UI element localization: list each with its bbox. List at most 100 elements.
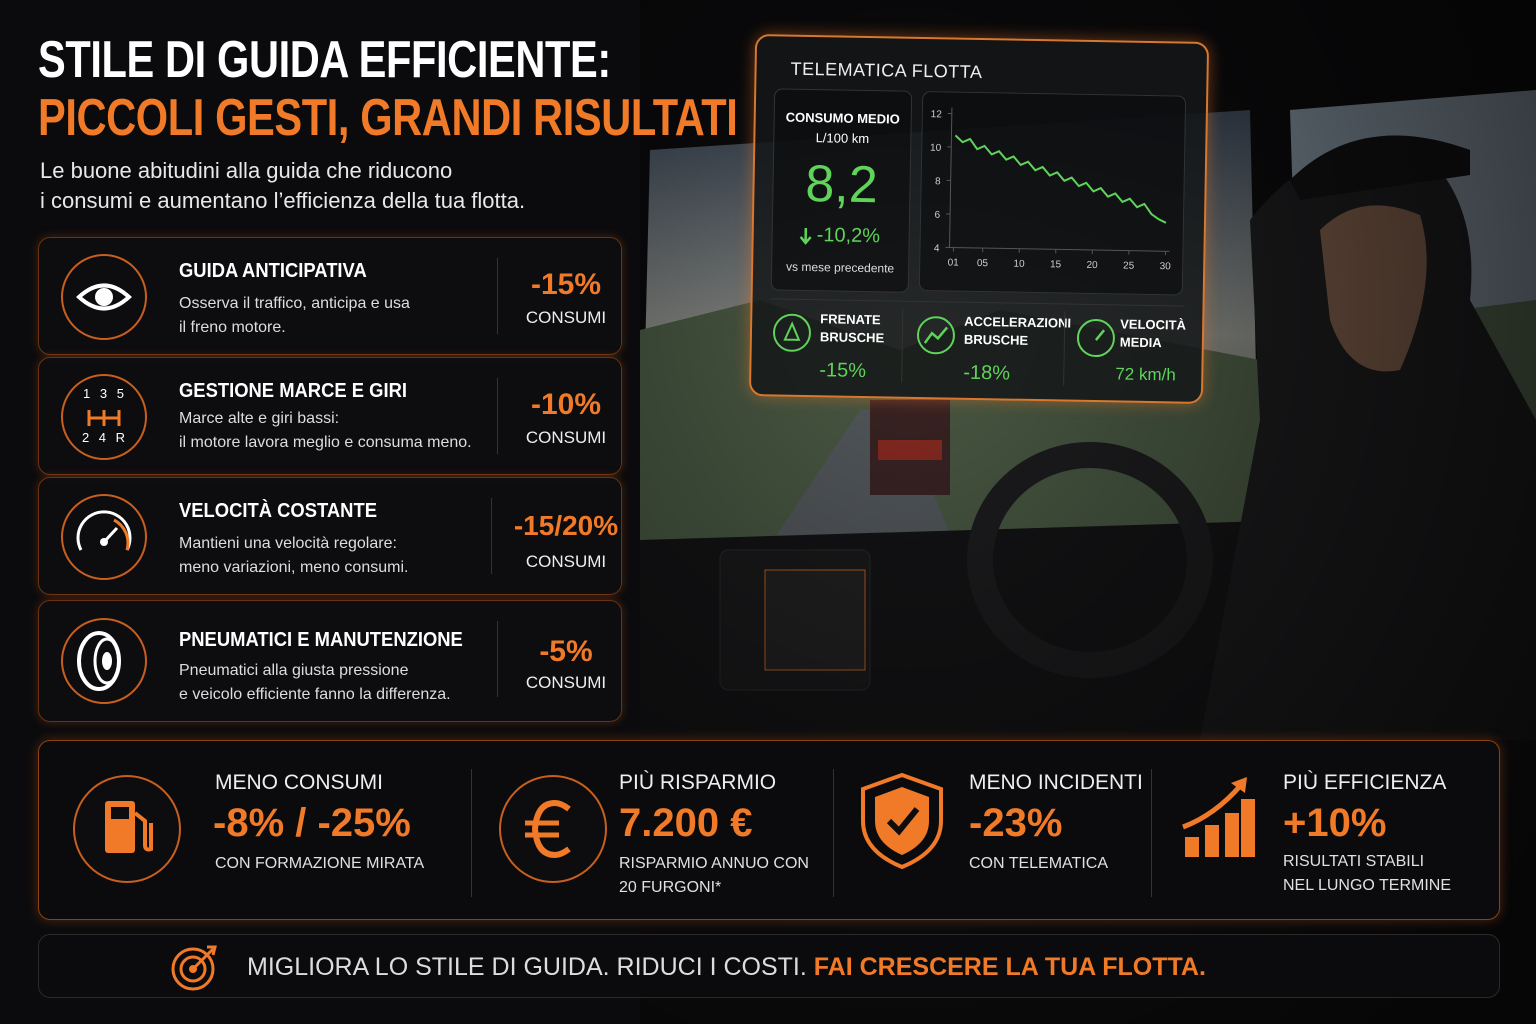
benefit-value: -23% <box>969 801 1063 845</box>
y-tick-label: 4 <box>934 243 940 254</box>
card-unit: CONSUMI <box>525 673 607 692</box>
x-tick-label: 01 <box>948 257 960 268</box>
card-desc: e veicolo efficiente fanno la differenza… <box>179 686 451 703</box>
growth-icon <box>1182 777 1255 857</box>
footer-highlight: FAI CRESCERE LA TUA FLOTTA. <box>813 953 1206 981</box>
card-title: GUIDA ANTICIPATIVA <box>179 260 367 282</box>
card: VELOCITÀ COSTANTE Mantieni una velocità … <box>38 477 622 595</box>
divider <box>1063 311 1066 386</box>
subtitle: Le buone abitudini alla guida che riduco… <box>40 158 453 183</box>
footer-bar: MIGLIORA LO STILE DI GUIDA. RIDUCI I COS… <box>38 934 1500 998</box>
metric-label: FRENATE <box>820 311 881 328</box>
card: 1 3 5 2 4 R GESTIONE MARCE E GIRI Marce … <box>38 357 622 475</box>
divider <box>901 308 904 383</box>
metric-label: BRUSCHE <box>963 331 1029 348</box>
consumption-chart: 4 6 8 10 12 01 05 10 15 20 25 30 <box>918 91 1187 296</box>
footer-text: MIGLIORA LO STILE DI GUIDA. RIDUCI I COS… <box>247 953 807 981</box>
metric-value: -18% <box>963 361 1011 385</box>
benefit-value: +10% <box>1283 801 1387 845</box>
y-tick-label: 8 <box>935 176 941 187</box>
card-desc: Mantieni una velocità regolare: <box>179 535 397 552</box>
card-title: VELOCITÀ COSTANTE <box>179 500 377 522</box>
card-value: -10% <box>530 388 602 421</box>
kpi-change: -10,2% <box>816 224 881 248</box>
card-value: -15% <box>530 268 602 301</box>
metric-label: ACCELERAZIONI <box>964 313 1072 331</box>
subtitle: i consumi e aumentano l’efficienza della… <box>40 188 526 213</box>
kpi-unit: L/100 km <box>815 130 870 147</box>
shield-icon <box>861 772 943 870</box>
benefits-panel: MENO CONSUMI -8% / -25% CON FORMAZIONE M… <box>38 740 1500 920</box>
gear-icon <box>61 374 147 460</box>
divider <box>833 769 834 897</box>
metric-value: -15% <box>819 359 867 383</box>
y-tick-label: 6 <box>934 210 940 221</box>
benefit-note: CON FORMAZIONE MIRATA <box>215 855 425 872</box>
y-axis <box>948 107 953 248</box>
divider <box>471 769 472 897</box>
brake-icon <box>772 313 811 352</box>
gear-label: 2 4 R <box>81 430 129 445</box>
consumption-line <box>954 134 1167 224</box>
kpi-value: 8,2 <box>804 154 879 215</box>
benefit-note: NEL LUNGO TERMINE <box>1283 877 1452 894</box>
benefit-note: 20 FURGONI* <box>619 879 722 896</box>
x-tick-label: 05 <box>977 258 989 269</box>
metric-label: MEDIA <box>1119 334 1162 351</box>
gauge-icon <box>61 494 147 580</box>
gear-label: 1 3 5 <box>83 386 127 401</box>
card-unit: CONSUMI <box>525 308 607 327</box>
divider <box>497 378 498 454</box>
y-tick-label: 10 <box>930 143 942 154</box>
x-tick-label: 25 <box>1123 261 1135 272</box>
kpi-note: vs mese precedente <box>785 259 895 276</box>
target-icon <box>171 945 217 991</box>
card-unit: CONSUMI <box>525 552 607 571</box>
benefit-title: MENO CONSUMI <box>215 771 383 794</box>
kpi-box: CONSUMO MEDIO L/100 km 8,2 -10,2% vs mes… <box>770 88 913 293</box>
benefit-value: 7.200 € <box>619 801 753 845</box>
card-desc: il motore lavora meglio e consuma meno. <box>179 434 472 451</box>
x-tick-label: 15 <box>1050 259 1062 270</box>
metric-value: 72 km/h <box>1115 364 1176 385</box>
metric-label: BRUSCHE <box>819 329 885 346</box>
title-line: STILE DI GUIDA EFFICIENTE: <box>38 31 611 89</box>
benefit-note: RISULTATI STABILI <box>1283 853 1425 870</box>
fuel-icon <box>73 775 181 883</box>
telematics-panel: TELEMATICA FLOTTA CONSUMO MEDIO L/100 km… <box>748 34 1210 404</box>
divider <box>497 258 498 334</box>
card-title: PNEUMATICI E MANUTENZIONE <box>179 629 463 651</box>
card-value: -5% <box>539 635 593 668</box>
divider <box>770 298 1185 307</box>
divider <box>497 621 498 697</box>
eye-icon <box>61 254 147 340</box>
accel-icon <box>916 316 955 355</box>
footer-line: MIGLIORA LO STILE DI GUIDA. RIDUCI I COS… <box>247 953 1206 982</box>
title-line: PICCOLI GESTI, GRANDI RISULTATI <box>38 89 738 147</box>
benefit-title: MENO INCIDENTI <box>969 771 1143 794</box>
metric-label: VELOCITÀ <box>1120 316 1187 333</box>
speed-icon <box>1076 319 1115 358</box>
divider <box>1151 769 1152 897</box>
euro-icon <box>499 775 607 883</box>
card-title: GESTIONE MARCE E GIRI <box>179 380 407 402</box>
divider <box>491 498 492 574</box>
x-tick-label: 20 <box>1086 260 1098 271</box>
panel-title: TELEMATICA FLOTTA <box>790 58 983 83</box>
x-axis <box>949 246 1170 252</box>
benefit-note: CON TELEMATICA <box>969 855 1108 872</box>
kpi-label: CONSUMO MEDIO <box>785 109 900 127</box>
card: GUIDA ANTICIPATIVA Osserva il traffico, … <box>38 237 622 355</box>
card: PNEUMATICI E MANUTENZIONE Pneumatici all… <box>38 600 622 722</box>
card-value: -15/20% <box>513 510 619 541</box>
y-tick-label: 12 <box>931 109 943 120</box>
card-desc: Pneumatici alla giusta pressione <box>179 662 409 679</box>
card-desc: il freno motore. <box>179 319 286 336</box>
benefit-title: PIÙ RISPARMIO <box>619 771 777 794</box>
tire-icon <box>61 618 147 704</box>
card-desc: Osserva il traffico, anticipa e usa <box>179 295 410 312</box>
card-desc: Marce alte e giri bassi: <box>179 410 340 427</box>
down-arrow <box>799 227 812 245</box>
card-desc: meno variazioni, meno consumi. <box>179 559 409 576</box>
